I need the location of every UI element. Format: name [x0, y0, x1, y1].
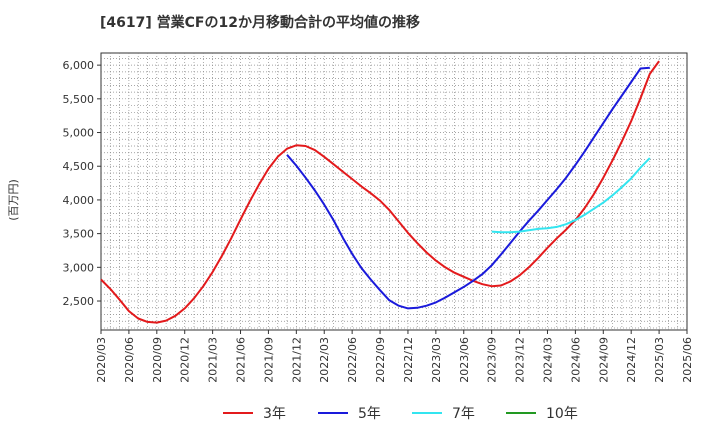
series-group [100, 60, 660, 324]
x-tick-label: 2025/06 [681, 337, 694, 383]
x-tick-label: 2024/09 [597, 337, 610, 383]
plot-frame [100, 52, 688, 331]
plot-area [100, 52, 688, 331]
grid [101, 53, 687, 330]
x-tick-labels: 2020/03 2020/06 2020/09 2020/12 2021/03 2021/… [95, 330, 694, 383]
y-tick-label: 5,500 [63, 93, 95, 106]
y-tick-labels: 2,500 3,000 3,500 4,000 4,500 5,000 5,500 6,000 [63, 59, 101, 308]
y-tick-label: 3,000 [63, 261, 95, 274]
x-tick-label: 2020/06 [123, 337, 136, 383]
x-tick-label: 2024/06 [569, 337, 582, 383]
x-tick-label: 2023/06 [458, 337, 471, 383]
x-tick-label: 2021/09 [262, 337, 275, 383]
x-tick-label: 2024/03 [541, 337, 554, 383]
x-tick-label: 2022/03 [318, 337, 331, 383]
legend-label: 7年 [452, 406, 475, 422]
series-line-7年 [491, 157, 651, 234]
x-tick-label: 2022/12 [402, 337, 415, 383]
x-tick-label: 2021/03 [207, 337, 220, 383]
x-tick-label: 2023/12 [514, 337, 527, 383]
x-tick-label: 2025/03 [653, 337, 666, 383]
y-tick-label: 5,000 [63, 127, 95, 140]
y-tick-label: 6,000 [63, 59, 95, 72]
y-axis-label: (百万円) [7, 179, 20, 221]
series-line-3年 [100, 60, 660, 324]
legend-label: 3年 [263, 406, 286, 422]
x-tick-label: 2020/09 [151, 337, 164, 383]
x-tick-label: 2021/12 [290, 337, 303, 383]
x-tick-label: 2020/03 [95, 337, 108, 383]
legend-label: 10年 [546, 406, 578, 422]
y-tick-label: 4,500 [63, 160, 95, 173]
x-tick-label: 2021/06 [235, 337, 248, 383]
y-tick-label: 4,000 [63, 194, 95, 207]
chart-title: [4617] 営業CFの12か月移動合計の平均値の推移 [100, 14, 420, 31]
x-tick-label: 2022/06 [346, 337, 359, 383]
series-line-5年 [286, 66, 650, 310]
x-tick-label: 2023/09 [486, 337, 499, 383]
x-tick-label: 2024/12 [625, 337, 638, 383]
x-tick-label: 2022/09 [374, 337, 387, 383]
x-tick-label: 2020/12 [179, 337, 192, 383]
y-tick-label: 3,500 [63, 228, 95, 241]
x-tick-label: 2023/03 [430, 337, 443, 383]
legend: 3年 5年 7年 10年 [223, 406, 578, 422]
legend-label: 5年 [358, 406, 381, 422]
y-tick-label: 2,500 [63, 295, 95, 308]
